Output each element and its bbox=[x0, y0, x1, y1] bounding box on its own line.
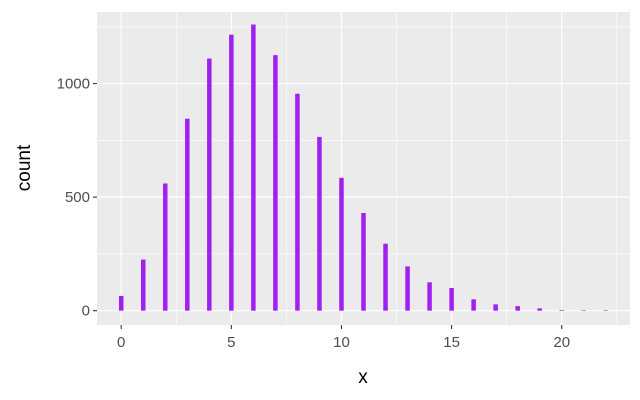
bar bbox=[493, 304, 498, 311]
x-tick-label: 15 bbox=[443, 334, 460, 351]
bar bbox=[339, 177, 344, 311]
y-axis-title: count bbox=[14, 144, 35, 191]
x-tick-label: 0 bbox=[117, 334, 125, 351]
bar bbox=[317, 136, 322, 311]
bar bbox=[361, 213, 366, 311]
x-tick-label: 10 bbox=[333, 334, 350, 351]
bar bbox=[559, 310, 564, 311]
bar bbox=[295, 93, 300, 311]
bar bbox=[537, 308, 542, 311]
x-axis: 0 5 10 15 20 bbox=[117, 325, 570, 351]
grid-minor-x bbox=[175, 12, 618, 325]
bar bbox=[515, 306, 520, 311]
bar bbox=[603, 310, 609, 311]
bar bbox=[449, 287, 454, 311]
x-tick-label: 20 bbox=[553, 334, 570, 351]
bar bbox=[273, 55, 278, 311]
bar bbox=[141, 259, 146, 311]
y-tick-label: 500 bbox=[65, 189, 90, 206]
y-tick-label: 0 bbox=[82, 303, 90, 320]
bar bbox=[251, 24, 256, 311]
bar bbox=[185, 118, 190, 311]
x-axis-title: x bbox=[358, 367, 368, 388]
bar bbox=[471, 299, 476, 311]
bar bbox=[405, 266, 410, 311]
bar bbox=[383, 243, 388, 311]
bar bbox=[118, 295, 124, 311]
bar bbox=[427, 282, 432, 311]
bar bbox=[229, 34, 234, 311]
bars bbox=[118, 24, 609, 311]
bar bbox=[207, 58, 212, 311]
y-tick-label: 1000 bbox=[57, 76, 90, 93]
y-axis: 0 500 1000 bbox=[57, 76, 97, 320]
x-tick-label: 5 bbox=[227, 334, 235, 351]
bar bbox=[163, 183, 168, 311]
bar bbox=[581, 310, 586, 311]
